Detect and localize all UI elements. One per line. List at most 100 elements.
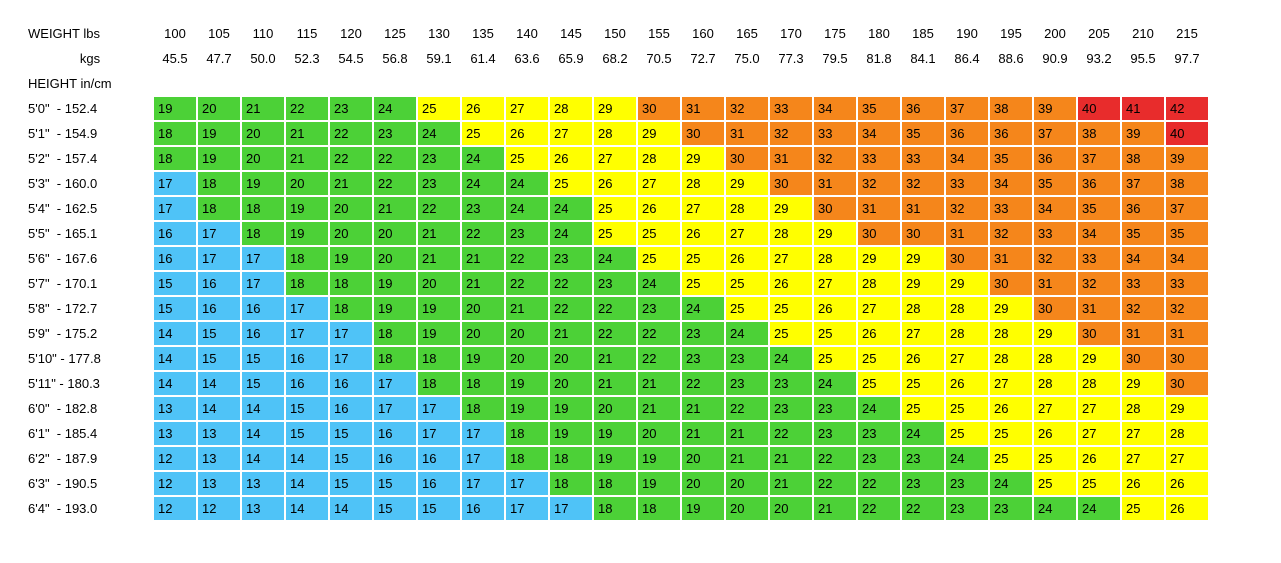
bmi-cell: 23 — [902, 472, 944, 495]
bmi-cell: 23 — [990, 497, 1032, 520]
bmi-cell: 21 — [286, 122, 328, 145]
height-row-label: 6'1" - 185.4 — [22, 422, 152, 445]
bmi-cell: 28 — [946, 322, 988, 345]
bmi-cell: 23 — [814, 422, 856, 445]
bmi-cell: 30 — [1122, 347, 1164, 370]
bmi-cell: 31 — [1166, 322, 1208, 345]
weight-kgs-cell: 81.8 — [858, 47, 900, 70]
bmi-cell: 28 — [990, 322, 1032, 345]
bmi-cell: 31 — [990, 247, 1032, 270]
weight-lbs-cell: 195 — [990, 22, 1032, 45]
bmi-cell: 28 — [594, 122, 636, 145]
bmi-cell: 28 — [858, 272, 900, 295]
bmi-cell: 20 — [506, 347, 548, 370]
bmi-cell: 13 — [154, 397, 196, 420]
weight-kgs-cell: 97.7 — [1166, 47, 1208, 70]
bmi-cell: 23 — [770, 397, 812, 420]
bmi-cell: 22 — [814, 447, 856, 470]
bmi-cell: 30 — [1034, 297, 1076, 320]
bmi-cell: 30 — [1166, 347, 1208, 370]
bmi-cell: 21 — [418, 222, 460, 245]
bmi-cell: 28 — [770, 222, 812, 245]
bmi-cell: 32 — [1166, 297, 1208, 320]
bmi-cell: 36 — [902, 97, 944, 120]
bmi-cell: 25 — [550, 172, 592, 195]
bmi-cell: 36 — [990, 122, 1032, 145]
bmi-cell: 23 — [770, 372, 812, 395]
bmi-cell: 13 — [198, 447, 240, 470]
bmi-cell: 42 — [1166, 97, 1208, 120]
weight-kgs-cell: 45.5 — [154, 47, 196, 70]
empty-cell — [946, 72, 988, 95]
bmi-cell: 14 — [286, 497, 328, 520]
weight-kgs-cell: 61.4 — [462, 47, 504, 70]
bmi-cell: 15 — [330, 422, 372, 445]
bmi-cell: 30 — [638, 97, 680, 120]
bmi-cell: 23 — [814, 397, 856, 420]
height-row: 5'4" - 162.51718181920212223242425262728… — [22, 197, 1208, 220]
bmi-cell: 15 — [198, 322, 240, 345]
bmi-cell: 24 — [462, 172, 504, 195]
empty-cell — [770, 72, 812, 95]
bmi-cell: 17 — [506, 497, 548, 520]
bmi-cell: 17 — [154, 197, 196, 220]
bmi-cell: 19 — [594, 447, 636, 470]
empty-cell — [902, 72, 944, 95]
bmi-cell: 27 — [682, 197, 724, 220]
bmi-cell: 19 — [198, 147, 240, 170]
bmi-cell: 35 — [1034, 172, 1076, 195]
bmi-cell: 25 — [990, 447, 1032, 470]
bmi-cell: 29 — [1078, 347, 1120, 370]
bmi-cell: 30 — [770, 172, 812, 195]
bmi-cell: 15 — [418, 497, 460, 520]
bmi-cell: 24 — [374, 97, 416, 120]
bmi-cell: 22 — [858, 472, 900, 495]
height-row: 6'4" - 193.01212131414151516171718181920… — [22, 497, 1208, 520]
bmi-cell: 27 — [858, 297, 900, 320]
weight-kgs-cell: 59.1 — [418, 47, 460, 70]
bmi-cell: 17 — [198, 247, 240, 270]
weight-kgs-cell: 65.9 — [550, 47, 592, 70]
bmi-cell: 15 — [242, 347, 284, 370]
bmi-cell: 34 — [1034, 197, 1076, 220]
bmi-cell: 26 — [462, 97, 504, 120]
height-row: 5'3" - 160.01718192021222324242526272829… — [22, 172, 1208, 195]
bmi-cell: 35 — [1078, 197, 1120, 220]
weight-kgs-cell: 95.5 — [1122, 47, 1164, 70]
bmi-cell: 22 — [506, 272, 548, 295]
bmi-cell: 33 — [1166, 272, 1208, 295]
bmi-cell: 21 — [286, 147, 328, 170]
bmi-cell: 28 — [726, 197, 768, 220]
weight-lbs-cell: 210 — [1122, 22, 1164, 45]
bmi-cell: 15 — [154, 297, 196, 320]
bmi-cell: 16 — [286, 347, 328, 370]
weight-kgs-cell: 77.3 — [770, 47, 812, 70]
height-row-label: 5'8" - 172.7 — [22, 297, 152, 320]
bmi-cell: 14 — [286, 447, 328, 470]
bmi-cell: 30 — [990, 272, 1032, 295]
weight-lbs-cell: 175 — [814, 22, 856, 45]
empty-cell — [506, 72, 548, 95]
empty-cell — [1078, 72, 1120, 95]
weight-kgs-cell: 72.7 — [682, 47, 724, 70]
bmi-cell: 18 — [418, 372, 460, 395]
bmi-cell: 20 — [198, 97, 240, 120]
bmi-cell: 24 — [418, 122, 460, 145]
bmi-cell: 17 — [154, 172, 196, 195]
bmi-cell: 41 — [1122, 97, 1164, 120]
bmi-cell: 36 — [1122, 197, 1164, 220]
bmi-cell: 20 — [506, 322, 548, 345]
bmi-cell: 26 — [726, 247, 768, 270]
bmi-cell: 25 — [462, 122, 504, 145]
bmi-cell: 22 — [726, 397, 768, 420]
bmi-cell: 16 — [198, 297, 240, 320]
bmi-cell: 23 — [506, 222, 548, 245]
weight-lbs-cell: 185 — [902, 22, 944, 45]
bmi-cell: 25 — [946, 397, 988, 420]
bmi-cell: 28 — [1034, 372, 1076, 395]
bmi-cell: 28 — [1034, 347, 1076, 370]
bmi-cell: 25 — [990, 422, 1032, 445]
bmi-cell: 24 — [770, 347, 812, 370]
bmi-cell: 35 — [1166, 222, 1208, 245]
bmi-cell: 17 — [418, 422, 460, 445]
